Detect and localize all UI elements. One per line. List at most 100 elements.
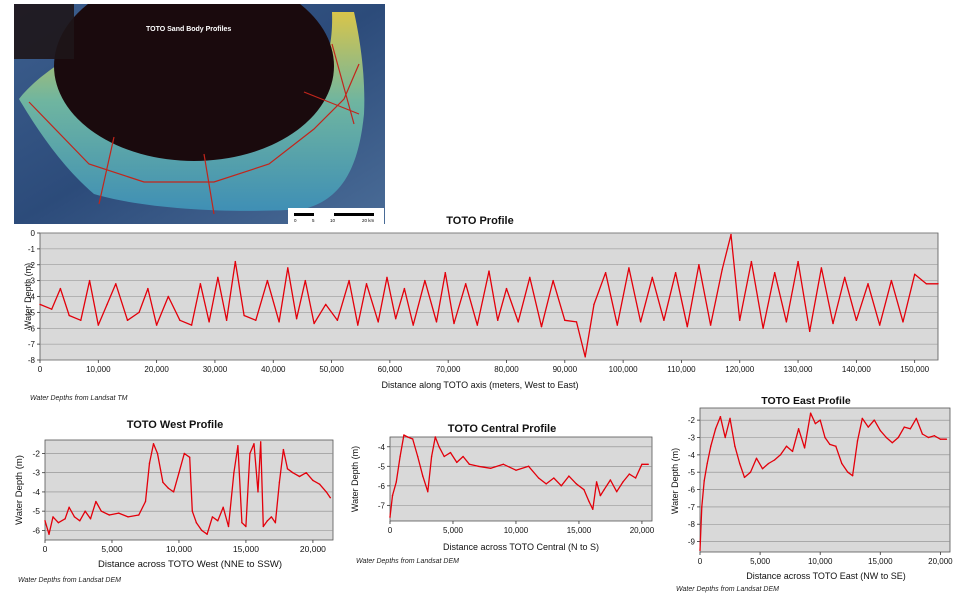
x-axis-label: Distance across TOTO West (NNE to SSW) (98, 559, 282, 570)
x-tick-label: 60,000 (378, 365, 403, 374)
data-point (592, 508, 594, 510)
data-point (329, 496, 332, 499)
data-point (243, 314, 245, 317)
data-point (867, 426, 869, 428)
y-tick-label: -6 (32, 525, 40, 535)
data-point (545, 483, 547, 485)
y-tick-label: -5 (28, 308, 36, 317)
data-point (88, 279, 91, 282)
data-point (749, 471, 752, 473)
data-point (537, 477, 540, 479)
chart-title: TOTO Central Profile (448, 423, 556, 435)
y-axis-label: Water Depth (m) (23, 263, 33, 329)
y-tick-label: -2 (688, 416, 696, 425)
x-axis-label: Distance across TOTO East (NW to SE) (746, 571, 906, 581)
data-point (663, 319, 665, 322)
data-point (84, 510, 86, 512)
data-point (106, 303, 108, 306)
data-point (422, 475, 424, 477)
data-point (155, 324, 158, 326)
data-point (921, 433, 924, 435)
profile-lines (28, 43, 360, 215)
data-point (762, 327, 764, 329)
data-point (172, 491, 175, 493)
y-tick-label: -4 (688, 451, 696, 460)
data-point (879, 429, 881, 432)
data-point (609, 479, 612, 481)
data-point (434, 436, 437, 438)
y-tick-label: -3 (688, 433, 696, 442)
data-point (517, 321, 519, 323)
y-tick-label: -5 (32, 506, 40, 516)
data-point (241, 521, 243, 524)
data-point (902, 321, 904, 323)
data-point (389, 516, 391, 518)
data-point (785, 445, 788, 447)
data-point (44, 520, 46, 522)
x-axis-label: Distance along TOTO axis (meters, West t… (382, 380, 579, 390)
data-point (686, 325, 688, 328)
x-tick-label: 140,000 (842, 365, 871, 374)
y-axis-label: Water Depth (m) (14, 455, 25, 525)
data-point (540, 325, 543, 328)
data-point (424, 279, 426, 282)
data-point (138, 311, 140, 314)
data-point (603, 489, 605, 491)
data-point (126, 319, 129, 322)
x-tick-label: 40,000 (261, 365, 286, 374)
data-point (39, 303, 41, 306)
data-point (628, 473, 631, 475)
data-point (190, 324, 193, 326)
data-point (249, 452, 251, 455)
data-point (403, 287, 406, 290)
data-point (270, 516, 273, 518)
toto-central-profile-chart: TOTO Central Profile -4 -5 -6 -7 0 5,000 10,000… (350, 423, 655, 565)
data-point (73, 516, 76, 518)
source-note: Water Depths from Landsat DEM (18, 577, 121, 584)
data-point (515, 469, 517, 471)
data-point (255, 319, 257, 322)
x-tick-label: 10,000 (86, 365, 111, 374)
data-point (386, 276, 388, 279)
x-tick-label: 0 (698, 557, 703, 566)
data-point (417, 455, 419, 458)
data-point (803, 447, 806, 449)
series-line (389, 434, 649, 518)
data-point (156, 452, 159, 455)
data-point (476, 324, 479, 326)
data-point (841, 462, 843, 465)
x-tick-label: 110,000 (667, 365, 696, 374)
data-point (282, 448, 285, 451)
source-note: Water Depths from Landsat DEM (356, 558, 459, 565)
data-point (68, 506, 70, 509)
y-tick-label: -6 (28, 324, 36, 333)
data-point (449, 451, 452, 454)
y-tick-label: -6 (378, 482, 386, 491)
x-tick-label: 50,000 (319, 365, 344, 374)
data-point (647, 463, 649, 466)
data-point (529, 276, 531, 279)
x-tick-label: 10,000 (166, 544, 192, 554)
data-point (797, 260, 799, 263)
y-tick-label: -6 (688, 486, 696, 495)
data-point (855, 319, 858, 322)
y-tick-label: -3 (28, 277, 36, 286)
y-tick-label: -2 (32, 448, 40, 458)
data-point (318, 483, 321, 485)
data-point (698, 264, 700, 266)
y-axis-label: Water Depth (m) (350, 446, 360, 512)
data-point (206, 533, 208, 535)
data-point (710, 445, 712, 447)
x-tick-label: 15,000 (233, 544, 259, 554)
x-tick-label: 20,000 (928, 557, 953, 566)
data-point (199, 283, 202, 285)
y-axis-label: Water Depth (m) (670, 448, 680, 514)
x-tick-label: 0 (38, 365, 43, 374)
x-axis-label: Distance across TOTO Central (N to S) (443, 542, 599, 552)
data-point (560, 485, 563, 487)
data-point (933, 435, 936, 437)
data-point (714, 428, 717, 430)
data-point (595, 481, 598, 483)
x-tick-label: 130,000 (784, 365, 813, 374)
data-point (575, 321, 578, 323)
